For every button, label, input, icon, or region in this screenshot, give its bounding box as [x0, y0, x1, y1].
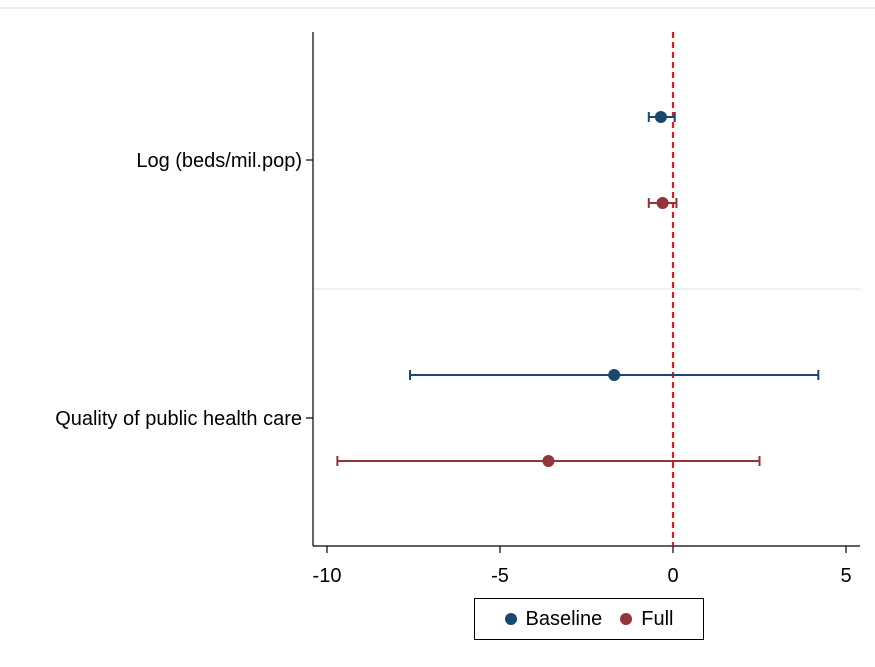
y-category-label: Quality of public health care [55, 408, 302, 430]
point-estimate-full [542, 455, 555, 467]
estimate-full [336, 455, 761, 467]
legend: Baseline Full [474, 598, 704, 640]
legend-label-full: Full [641, 607, 674, 630]
x-ticks: -10 -5 0 5 [313, 546, 852, 587]
estimate-full [647, 197, 678, 209]
series-marks [336, 111, 820, 467]
x-tick-label: 5 [840, 565, 851, 587]
x-tick-label: -10 [313, 565, 342, 587]
legend-marker-full [620, 613, 633, 625]
legend-item-full: Full [620, 608, 673, 631]
estimate-baseline [409, 369, 820, 381]
x-tick-label: 0 [667, 565, 678, 587]
point-estimate-baseline [654, 111, 667, 123]
estimate-baseline [647, 111, 676, 123]
y-category-label: Log (beds/mil.pop) [136, 150, 302, 172]
legend-label-baseline: Baseline [525, 607, 603, 630]
legend-item-baseline: Baseline [504, 607, 603, 631]
y-category-labels: Log (beds/mil.pop) Quality of public heal… [55, 150, 313, 430]
point-estimate-full [656, 197, 669, 209]
x-tick-label: -5 [491, 565, 509, 587]
legend-marker-baseline [504, 613, 517, 625]
point-estimate-baseline [608, 369, 621, 381]
